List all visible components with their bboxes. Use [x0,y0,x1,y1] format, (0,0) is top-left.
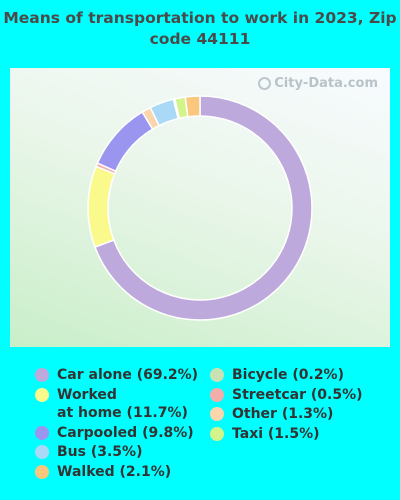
legend-right: Bicycle (0.2%) Streetcar (0.5%) Other (1.3… [210,366,363,444]
legend-item-car-alone: Car alone (69.2%) [35,366,198,385]
legend-left: Car alone (69.2%) Worked at home (11.7%) Ca… [35,366,198,482]
legend-label: Car alone (69.2%) [57,367,199,383]
legend-swatch [35,464,49,479]
legend-swatch [210,387,224,402]
slice-worked-at-home [87,165,116,248]
legend-item-worked-at-home: Worked at home (11.7%) [35,386,198,423]
legend-item-bicycle: Bicycle (0.2%) [210,366,363,385]
legend-item-walked: Walked (2.1%) [35,463,198,482]
globe-icon [258,77,272,90]
legend-swatch [210,407,224,421]
legend-swatch [35,425,49,440]
watermark-text: City-Data.com [274,76,378,91]
legend-item-carpooled: Carpooled (9.8%) [35,424,198,443]
legend-item-taxi: Taxi (1.5%) [210,425,363,444]
legend-swatch [210,368,224,382]
legend-label: Worked at home (11.7%) [57,386,188,422]
legend-label: Bus (3.5%) [57,444,143,460]
legend-item-other: Other (1.3%) [210,405,363,424]
legend-item-bus: Bus (3.5%) [35,443,198,462]
legend-item-streetcar: Streetcar (0.5%) [210,386,363,405]
legend-label: Walked (2.1%) [57,463,172,480]
legend-label: Taxi (1.5%) [232,425,320,442]
legend-swatch [35,368,49,382]
legend-label: Carpooled (9.8%) [57,424,194,441]
chart-title: Means of transportation to work in 2023,… [3,9,397,48]
legend-label: Streetcar (0.5%) [232,386,363,403]
slice-car-alone [94,95,313,321]
watermark: City-Data.com [258,76,378,91]
slice-walked [184,95,201,118]
legend-label: Other (1.3%) [232,406,334,422]
legend-swatch [35,445,49,459]
legend-label: Bicycle (0.2%) [232,367,344,383]
donut-chart [87,95,313,321]
legend-swatch [210,426,224,441]
slice-carpooled [96,110,154,173]
legend-swatch [35,387,49,402]
plot-area: City-Data.com [10,68,390,347]
